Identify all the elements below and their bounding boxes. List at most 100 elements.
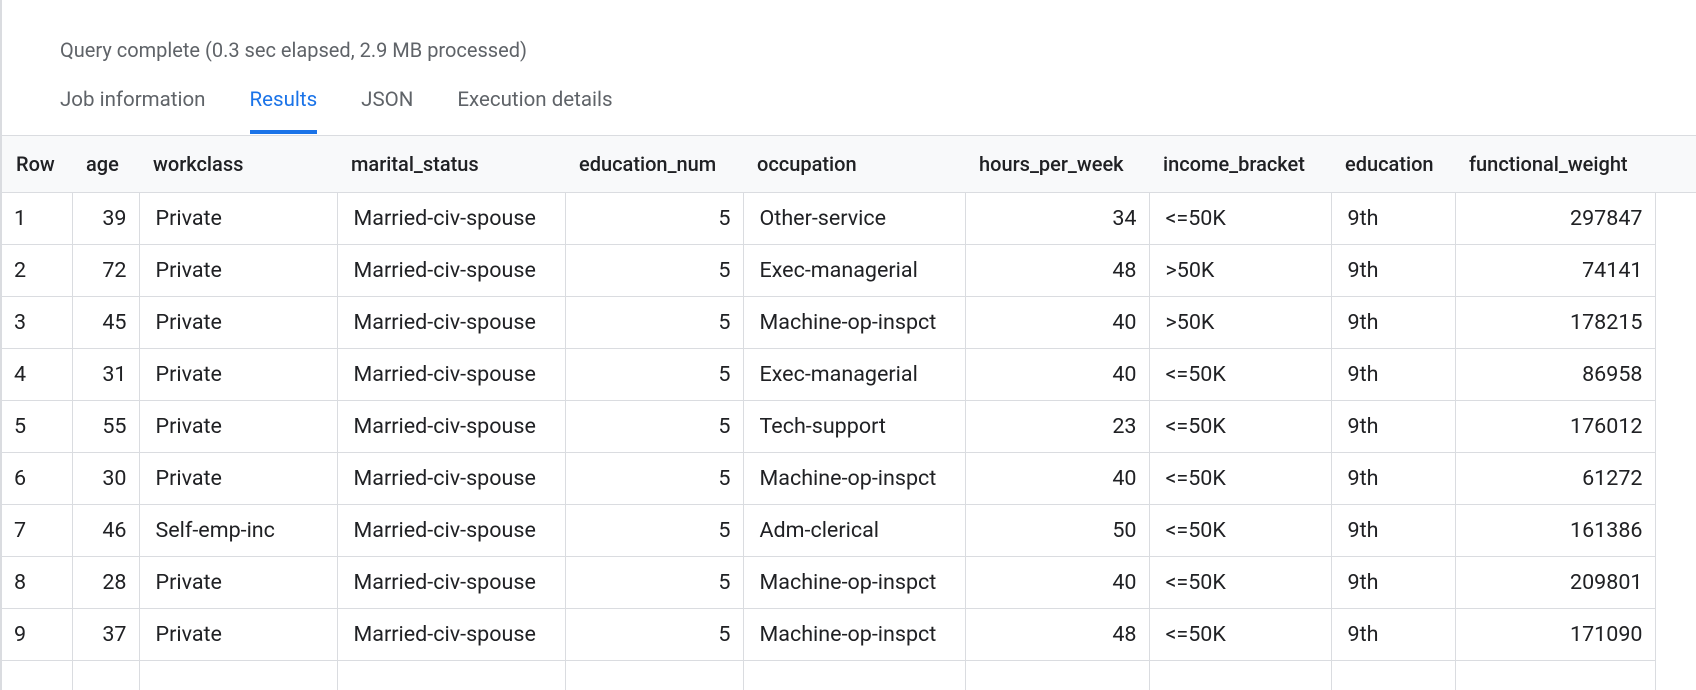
tab[interactable]: Execution details <box>457 88 613 112</box>
cell: 176012 <box>1455 400 1656 453</box>
cell: 1 <box>2 192 73 245</box>
column-header[interactable]: hours_per_week <box>965 136 1149 193</box>
cell <box>1331 660 1456 690</box>
cell: >50K <box>1149 244 1332 297</box>
cell <box>337 660 566 690</box>
cell: Tech-support <box>743 400 966 453</box>
cell: 9th <box>1331 348 1456 401</box>
cell: 9th <box>1331 556 1456 609</box>
results-grid: Row age workclass marital_status education_n… <box>2 135 1696 690</box>
cell <box>965 660 1150 690</box>
cell: >50K <box>1149 296 1332 349</box>
table-row: 3 45 Private Married-civ-spouse 5 Machine-op-… <box>2 296 1656 349</box>
cell: 86958 <box>1455 348 1656 401</box>
table-row-partial <box>2 660 1656 690</box>
cell: 55 <box>72 400 140 453</box>
cell: 28 <box>72 556 140 609</box>
cell: 3 <box>2 296 73 349</box>
cell: Married-civ-spouse <box>337 504 566 557</box>
tab[interactable]: Results <box>249 88 318 134</box>
cell: 161386 <box>1455 504 1656 557</box>
column-header[interactable]: age <box>72 136 139 193</box>
column-header[interactable]: marital_status <box>337 136 565 193</box>
cell: Other-service <box>743 192 966 245</box>
cell: <=50K <box>1149 400 1332 453</box>
cell: 74141 <box>1455 244 1656 297</box>
cell: Private <box>139 192 338 245</box>
cell: Married-civ-spouse <box>337 296 566 349</box>
cell: Married-civ-spouse <box>337 244 566 297</box>
cell: 9th <box>1331 452 1456 505</box>
cell: 9th <box>1331 504 1456 557</box>
column-header[interactable]: Row <box>2 136 72 193</box>
column-header[interactable]: education <box>1331 136 1455 193</box>
column-header[interactable]: education_num <box>565 136 743 193</box>
cell: <=50K <box>1149 504 1332 557</box>
table-row: 9 37 Private Married-civ-spouse 5 Machine-op-… <box>2 608 1656 661</box>
cell: Private <box>139 244 338 297</box>
cell: Private <box>139 608 338 661</box>
cell: Private <box>139 400 338 453</box>
cell: 5 <box>565 400 744 453</box>
column-header[interactable]: occupation <box>743 136 965 193</box>
cell: 40 <box>965 348 1150 401</box>
cell: 9th <box>1331 192 1456 245</box>
table-row: 6 30 Private Married-civ-spouse 5 Machine-op-… <box>2 452 1656 505</box>
cell: 30 <box>72 452 140 505</box>
cell: 297847 <box>1455 192 1656 245</box>
cell: 39 <box>72 192 140 245</box>
table-row: 7 46 Self-emp-inc Married-civ-spouse 5 Adm-cl… <box>2 504 1656 557</box>
cell: Private <box>139 556 338 609</box>
cell: 5 <box>565 504 744 557</box>
status: Query complete (0.3 sec elapsed, 2.9 MB … <box>60 38 527 62</box>
cell: 46 <box>72 504 140 557</box>
cell: 178215 <box>1455 296 1656 349</box>
cell: 9th <box>1331 400 1456 453</box>
cell: Machine-op-inspct <box>743 608 966 661</box>
column-header[interactable]: income_bracket <box>1149 136 1331 193</box>
cell: 5 <box>565 556 744 609</box>
header-row: Row age workclass marital_status education_n… <box>2 136 1655 193</box>
results-table: Row age workclass marital_status education_n… <box>2 136 1656 690</box>
cell: Married-civ-spouse <box>337 608 566 661</box>
cell: 45 <box>72 296 140 349</box>
cell <box>139 660 338 690</box>
tabs: Job information Results JSON Execution deta… <box>60 88 613 134</box>
cell: Private <box>139 296 338 349</box>
column-header[interactable]: functional_weight <box>1455 136 1655 193</box>
cell: <=50K <box>1149 348 1332 401</box>
cell: 7 <box>2 504 73 557</box>
cell: 5 <box>565 608 744 661</box>
cell: 5 <box>565 296 744 349</box>
cell: 61272 <box>1455 452 1656 505</box>
cell: 72 <box>72 244 140 297</box>
table-row: 1 39 Private Married-civ-spouse 5 Other-servi… <box>2 192 1656 245</box>
cell: Married-civ-spouse <box>337 556 566 609</box>
cell: 9th <box>1331 608 1456 661</box>
cell: Machine-op-inspct <box>743 452 966 505</box>
cell: <=50K <box>1149 452 1332 505</box>
cell: 8 <box>2 556 73 609</box>
cell: Self-emp-inc <box>139 504 338 557</box>
cell: Exec-managerial <box>743 348 966 401</box>
cell: 9th <box>1331 296 1456 349</box>
cell: 48 <box>965 244 1150 297</box>
table-row: 4 31 Private Married-civ-spouse 5 Exec-manage… <box>2 348 1656 401</box>
cell: 5 <box>565 192 744 245</box>
cell: Exec-managerial <box>743 244 966 297</box>
table-row: 8 28 Private Married-civ-spouse 5 Machine-op-… <box>2 556 1656 609</box>
column-header[interactable]: workclass <box>139 136 337 193</box>
cell: <=50K <box>1149 556 1332 609</box>
cell: 171090 <box>1455 608 1656 661</box>
cell: 48 <box>965 608 1150 661</box>
cell: Married-civ-spouse <box>337 400 566 453</box>
cell: 5 <box>565 244 744 297</box>
cell: <=50K <box>1149 192 1332 245</box>
cell: Private <box>139 452 338 505</box>
cell <box>1149 660 1332 690</box>
tab[interactable]: JSON <box>361 88 414 112</box>
cell <box>72 660 140 690</box>
tab[interactable]: Job information <box>60 88 206 112</box>
cell: 6 <box>2 452 73 505</box>
cell: 40 <box>965 452 1150 505</box>
